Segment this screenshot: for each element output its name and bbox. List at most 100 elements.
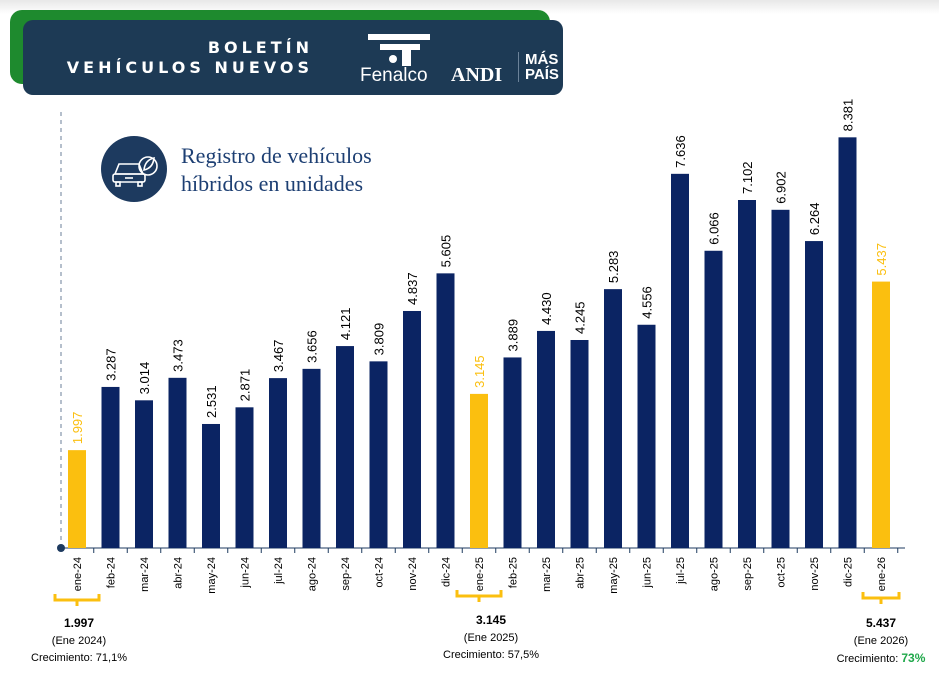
- fenalco-logo-icon: [368, 34, 430, 66]
- data-label-nov-25: 6.264: [807, 203, 822, 236]
- summary-period: (Ene 2026): [853, 635, 909, 647]
- x-tick-label-jun-25: jun-25: [642, 557, 654, 589]
- bar-oct-25: [771, 209, 790, 548]
- x-tick-label-ene-25: ene-25: [474, 557, 486, 591]
- bar-jul-25: [671, 173, 689, 548]
- summary-period: (Ene 2025): [463, 632, 519, 644]
- x-tick-label-oct-25: oct-25: [776, 557, 788, 588]
- data-label-sep-24: 4.121: [338, 308, 353, 341]
- title-line2: VEHÍCULOS NUEVOS: [66, 58, 313, 77]
- data-label-jun-25: 4.556: [640, 286, 655, 319]
- data-label-ene-25: 3.145: [472, 355, 487, 388]
- x-tick-label-dic-25: dic-25: [843, 557, 855, 587]
- data-label-abr-24: 3.473: [171, 339, 186, 372]
- chart-title: Registro de vehículos híbridos en unidade…: [181, 142, 372, 198]
- andi-logo: ANDI: [451, 64, 503, 86]
- summary-growth-highlight: 73%: [901, 651, 926, 665]
- x-tick-label-may-24: may-24: [206, 557, 218, 594]
- data-label-mar-25: 4.430: [539, 292, 554, 325]
- x-tick-label-sep-24: sep-24: [340, 557, 352, 591]
- data-label-abr-25: 4.245: [573, 301, 588, 334]
- data-label-dic-25: 8.381: [841, 99, 856, 132]
- data-label-feb-24: 3.287: [104, 348, 119, 381]
- data-label-ago-25: 6.066: [707, 212, 722, 245]
- data-label-feb-25: 3.889: [506, 319, 521, 352]
- bar-ene-26: [872, 281, 890, 548]
- x-tick-label-mar-24: mar-24: [139, 557, 151, 592]
- bar-oct-24: [369, 361, 388, 548]
- bar-dic-24: [436, 273, 455, 548]
- x-tick-label-jul-24: jul-24: [273, 557, 285, 585]
- bracket-1: [455, 590, 503, 602]
- data-label-nov-24: 4.837: [405, 272, 420, 305]
- x-tick-label-ene-26: ene-26: [876, 557, 888, 591]
- data-label-may-24: 2.531: [204, 385, 219, 418]
- chart-title-line2: híbridos en unidades: [181, 171, 364, 196]
- data-label-dic-24: 5.605: [439, 235, 454, 268]
- bar-abr-24: [168, 377, 187, 548]
- header-banner: BOLETÍN VEHÍCULOS NUEVOS Fenalco ANDI MÁS…: [23, 20, 563, 95]
- x-tick-label-feb-25: feb-25: [508, 557, 520, 588]
- data-label-oct-25: 6.902: [774, 171, 789, 204]
- summary-value: 1.997: [63, 616, 95, 630]
- data-label-ene-24: 1.997: [70, 412, 85, 445]
- data-label-oct-24: 3.809: [372, 323, 387, 356]
- bracket-0: [53, 594, 101, 606]
- summary-growth-label: Crecimiento:: [31, 652, 96, 664]
- bar-feb-25: [503, 357, 522, 548]
- bar-nov-24: [403, 310, 421, 548]
- x-tick-label-ago-24: ago-24: [307, 557, 319, 591]
- bar-nov-25: [805, 241, 823, 548]
- data-label-ago-24: 3.656: [305, 330, 320, 363]
- summary-period: (Ene 2024): [51, 635, 107, 647]
- x-tick-label-may-25: may-25: [608, 557, 620, 594]
- x-tick-label-jul-25: jul-25: [675, 557, 687, 585]
- x-tick-label-ago-25: ago-25: [709, 557, 721, 591]
- title-line1: BOLETÍN: [207, 38, 313, 57]
- data-label-may-25: 5.283: [606, 251, 621, 284]
- pais-text: PAÍS: [525, 66, 559, 83]
- summary-ene-2024: 1.997 (Ene 2024) Crecimiento: 71,1%: [14, 615, 144, 667]
- bar-sep-24: [336, 346, 354, 548]
- x-tick-label-sep-25: sep-25: [742, 557, 754, 591]
- x-tick-label-nov-24: nov-24: [407, 557, 419, 591]
- bar-abr-25: [570, 339, 589, 548]
- summary-growth: 71,1%: [95, 652, 127, 664]
- chart-title-line1: Registro de vehículos: [181, 143, 372, 168]
- summary-ene-2026: 5.437 (Ene 2026) Crecimiento: 73%: [816, 615, 939, 668]
- bar-sep-25: [738, 200, 756, 548]
- x-tick-label-nov-25: nov-25: [809, 557, 821, 591]
- x-tick-label-ene-24: ene-24: [72, 557, 84, 591]
- x-tick-label-jun-24: jun-24: [240, 557, 252, 589]
- summary-growth: 57,5%: [507, 649, 539, 661]
- bulletin-title: BOLETÍN VEHÍCULOS NUEVOS: [67, 38, 313, 78]
- fenalco-logo: Fenalco: [360, 65, 428, 86]
- bar-ene-24: [68, 450, 86, 548]
- x-tick-label-feb-24: feb-24: [106, 557, 118, 588]
- data-label-mar-24: 3.014: [137, 362, 152, 395]
- bar-ago-24: [302, 368, 321, 548]
- summary-growth-label: Crecimiento:: [836, 653, 902, 665]
- data-label-jun-24: 2.871: [238, 369, 253, 402]
- bar-mar-24: [135, 400, 153, 548]
- summary-value: 5.437: [865, 616, 897, 630]
- summary-growth-label: Crecimiento:: [443, 649, 508, 661]
- bar-jun-24: [235, 407, 254, 548]
- data-label-jul-25: 7.636: [673, 135, 688, 168]
- bar-ene-25: [470, 393, 488, 548]
- x-tick-label-oct-24: oct-24: [374, 557, 386, 588]
- x-tick-label-abr-24: abr-24: [173, 557, 185, 589]
- bar-may-25: [604, 289, 622, 548]
- summary-ene-2025: 3.145 (Ene 2025) Crecimiento: 57,5%: [426, 612, 556, 664]
- mas-text: MÁS: [525, 51, 559, 68]
- hybrid-car-icon: [101, 136, 167, 202]
- bar-mar-25: [537, 330, 555, 548]
- bracket-2: [861, 592, 901, 604]
- x-tick-label-dic-24: dic-24: [441, 557, 453, 587]
- x-tick-label-abr-25: abr-25: [575, 557, 587, 589]
- bar-ago-25: [704, 250, 723, 549]
- data-label-jul-24: 3.467: [271, 340, 286, 373]
- data-label-ene-26: 5.437: [874, 243, 889, 276]
- bar-jul-24: [269, 378, 287, 548]
